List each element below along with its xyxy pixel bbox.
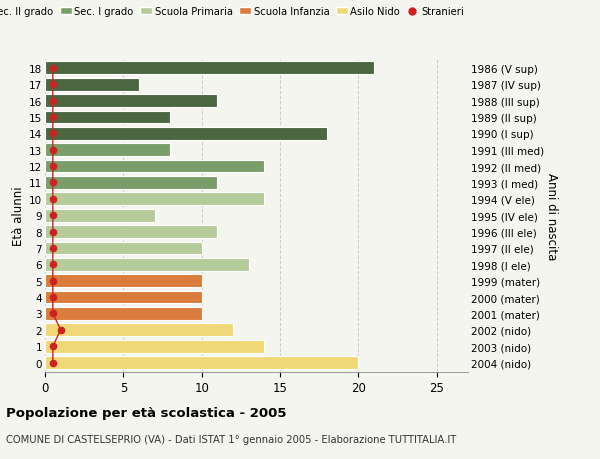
Bar xyxy=(45,128,327,140)
Bar xyxy=(45,95,217,108)
Bar xyxy=(45,275,202,287)
Text: COMUNE DI CASTELSEPRIO (VA) - Dati ISTAT 1° gennaio 2005 - Elaborazione TUTTITAL: COMUNE DI CASTELSEPRIO (VA) - Dati ISTAT… xyxy=(6,434,456,444)
Bar xyxy=(45,144,170,157)
Text: Popolazione per età scolastica - 2005: Popolazione per età scolastica - 2005 xyxy=(6,406,287,419)
Bar xyxy=(45,357,358,369)
Bar xyxy=(45,112,170,124)
Bar xyxy=(45,78,139,91)
Bar xyxy=(45,324,233,336)
Legend: Sec. II grado, Sec. I grado, Scuola Primaria, Scuola Infanzia, Asilo Nido, Stran: Sec. II grado, Sec. I grado, Scuola Prim… xyxy=(0,4,468,22)
Bar xyxy=(45,258,248,271)
Bar xyxy=(45,62,374,75)
Bar xyxy=(45,291,202,304)
Y-axis label: Anni di nascita: Anni di nascita xyxy=(545,172,558,259)
Bar xyxy=(45,177,217,190)
Y-axis label: Età alunni: Età alunni xyxy=(12,186,25,246)
Bar xyxy=(45,308,202,320)
Bar xyxy=(45,242,202,255)
Bar xyxy=(45,226,217,238)
Bar xyxy=(45,209,155,222)
Bar xyxy=(45,340,265,353)
Bar xyxy=(45,193,265,206)
Bar xyxy=(45,160,265,173)
